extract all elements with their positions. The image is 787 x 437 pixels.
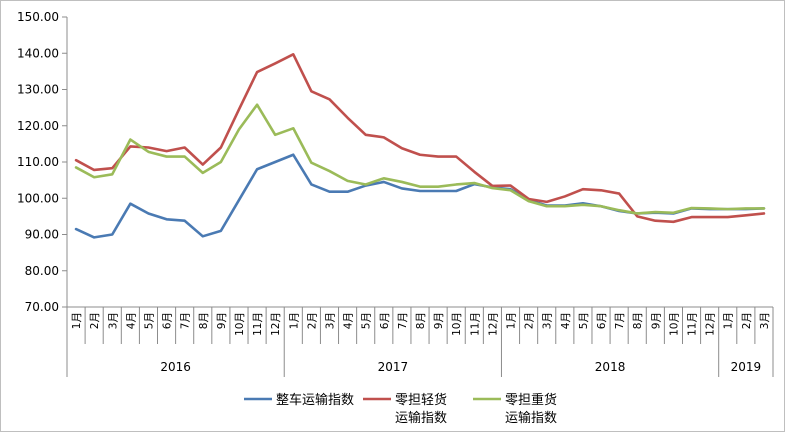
y-tick-label: 110.00 — [17, 155, 59, 169]
legend-label: 整车运输指数 — [276, 392, 354, 408]
x-tick-label: 5月 — [361, 312, 373, 329]
x-tick-label: 3月 — [324, 312, 336, 329]
x-tick-label: 12月 — [487, 312, 499, 336]
legend-label: 零担重货 — [505, 392, 557, 408]
legend-label: 运输指数 — [505, 410, 557, 426]
x-tick-label: 8月 — [632, 312, 644, 329]
x-tick-label: 1月 — [723, 312, 735, 329]
x-tick-label: 2月 — [524, 312, 536, 329]
x-tick-label: 2月 — [89, 312, 101, 329]
x-tick-label: 12月 — [705, 312, 717, 336]
series-line-3 — [74, 103, 766, 215]
year-label: 2017 — [378, 360, 409, 374]
x-tick-label: 7月 — [397, 312, 409, 329]
y-axis: 70.00 80.00 90.00 100.00 110.00 120.00 130.00 1… — [17, 10, 68, 314]
x-tick-label: 7月 — [614, 312, 626, 329]
y-tick-label: 150.00 — [17, 10, 59, 24]
x-tick-label: 2月 — [741, 312, 753, 329]
x-tick-label: 5月 — [578, 312, 590, 329]
x-tick-label: 9月 — [650, 312, 662, 329]
x-tick-label: 11月 — [469, 312, 481, 336]
x-tick-label: 6月 — [162, 312, 174, 329]
x-tick-label: 7月 — [180, 312, 192, 329]
x-tick-label: 9月 — [433, 312, 445, 329]
legend-label: 零担轻货 — [395, 392, 447, 408]
x-tick-label: 12月 — [270, 312, 282, 336]
x-tick-label: 11月 — [687, 312, 699, 336]
x-tick-label: 6月 — [596, 312, 608, 329]
x-axis: 1月 2月 3月 4月 5月 6月 7月 8月 9月 10月 11月 12月 1月 2月 3月 4月 5月 6月 7… — [66, 306, 774, 377]
x-tick-label: 10月 — [234, 312, 246, 336]
x-tick-label: 10月 — [451, 312, 463, 336]
series-line-1 — [74, 153, 766, 239]
x-tick-label: 3月 — [107, 312, 119, 329]
y-tick-label: 120.00 — [17, 119, 59, 133]
x-tick-label: 3月 — [759, 312, 771, 329]
x-tick-label: 5月 — [143, 312, 155, 329]
x-tick-label: 3月 — [542, 312, 554, 329]
legend-label: 运输指数 — [395, 410, 447, 426]
year-label: 2018 — [595, 360, 626, 374]
x-tick-label: 6月 — [379, 312, 391, 329]
year-label: 2019 — [731, 360, 762, 374]
y-tick-label: 80.00 — [25, 264, 59, 278]
x-tick-label: 8月 — [198, 312, 210, 329]
x-tick-label: 10月 — [668, 312, 680, 336]
y-tick-label: 100.00 — [17, 191, 59, 205]
y-tick-label: 140.00 — [17, 46, 59, 60]
x-tick-label: 1月 — [288, 312, 300, 329]
y-tick-label: 130.00 — [17, 83, 59, 97]
x-tick-label: 1月 — [506, 312, 518, 329]
x-tick-label: 8月 — [415, 312, 427, 329]
x-tick-label: 9月 — [216, 312, 228, 329]
series-lines — [74, 53, 766, 239]
x-tick-label: 11月 — [252, 312, 264, 336]
x-tick-label: 4月 — [343, 312, 355, 329]
y-tick-label: 90.00 — [25, 228, 59, 242]
x-tick-label: 4月 — [125, 312, 137, 329]
y-tick-label: 70.00 — [25, 300, 59, 314]
x-tick-label: 2月 — [306, 312, 318, 329]
x-tick-label: 4月 — [560, 312, 572, 329]
year-label: 2016 — [160, 360, 191, 374]
x-tick-label: 1月 — [71, 312, 83, 329]
series-line-2 — [74, 53, 766, 224]
